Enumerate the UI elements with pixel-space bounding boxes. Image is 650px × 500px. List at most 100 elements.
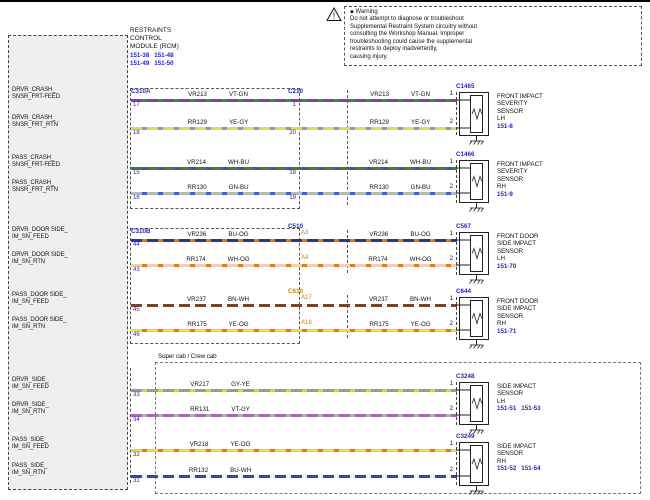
connector-label-c3248[interactable]: C3248	[456, 373, 475, 380]
wire-vr237	[131, 304, 457, 307]
wire-id: VR213	[370, 91, 389, 98]
wire-label-vr213-right: VR213 VT-GN	[350, 91, 450, 98]
sensor-name-line: SENSOR	[497, 390, 524, 398]
connector-label-c610[interactable]: C610	[288, 288, 304, 295]
wire-id: VR218	[189, 441, 209, 448]
wire-id: VR237	[187, 296, 206, 303]
sensor-symbol	[456, 382, 496, 438]
sensor-page-ref[interactable]: 151-70	[497, 262, 517, 270]
sensor-element-box	[470, 445, 483, 483]
wire-color-code: WH-OG	[227, 256, 250, 263]
sensor-element-box	[470, 235, 483, 272]
sensor-page-refs: 151-9	[497, 191, 543, 198]
sensor-name: FRONT DOOR SIDE IMPACT SENSOR LH 151-70	[497, 233, 538, 270]
inline-pin-number: 20	[289, 130, 296, 136]
wire-rr175	[131, 329, 457, 332]
sensor-name: SIDE IMPACT SENSOR RH 151-52 151-54	[497, 443, 541, 473]
connector-label-c3249[interactable]: C3249	[456, 433, 475, 440]
inline-pin-number: 19	[289, 195, 296, 201]
rcm-signal-line: DRVR_SIDE_	[12, 402, 49, 408]
sensor-pin-number: 2	[449, 119, 453, 125]
rcm-signal-label: PASS_SIDE_ IM_SN_FEED	[12, 437, 49, 451]
sensor-element-box	[470, 95, 483, 133]
sensor-pin-number: 1	[449, 159, 453, 165]
connector-label-c310b[interactable]: C310B	[131, 228, 151, 235]
rcm-signal-line: PASS_DOOR SIDE_	[12, 292, 67, 298]
rcm-title-line: RESTRAINTS	[130, 27, 172, 34]
wire-id: VR214	[369, 159, 388, 166]
wire-color-code: BU-WH	[230, 467, 252, 474]
wire-color-code: GN-BU	[228, 184, 249, 191]
sensor-pin-number: 1	[449, 91, 453, 97]
wire-label-rr129-right: RR129 YE-GY	[350, 119, 450, 126]
sensor-box	[459, 382, 489, 425]
connector-label-c510[interactable]: C510	[288, 223, 304, 230]
wire-id: RR175	[187, 321, 207, 328]
rcm-signal-line: SNSR_FRT-FEED	[12, 162, 60, 168]
wire-id: RR130	[187, 184, 207, 191]
sensor-page-ref[interactable]: 151-52	[497, 465, 517, 473]
rcm-page-ref[interactable]: 151-50	[154, 60, 174, 67]
sensor-page-ref[interactable]: 151-71	[497, 327, 517, 335]
sensor-page-ref[interactable]: 151-9	[497, 190, 513, 198]
wire-color-code: GN-BU	[410, 184, 431, 191]
sensor-page-ref[interactable]: 151-51	[497, 405, 517, 413]
wire-color-code: GY-YE	[231, 381, 250, 388]
sensor-page-ref[interactable]: 151-54	[521, 465, 541, 473]
wire-color-code: BU-OG	[410, 231, 431, 238]
connector-label-c1465[interactable]: C1465	[456, 83, 475, 90]
rcm-pin-number: 44	[133, 242, 140, 248]
wire-id: VR217	[190, 381, 210, 388]
connector-label-c210[interactable]: C210	[288, 88, 304, 95]
sensor-pin-number: 2	[449, 321, 453, 327]
wire-vr213	[131, 99, 457, 102]
connector-boundary-c510-c610-region	[130, 228, 300, 344]
warning-line: causing injury.	[350, 53, 388, 60]
sensor-name-line: SIDE IMPACT	[497, 383, 537, 390]
connector-label-c1466[interactable]: C1466	[456, 151, 475, 158]
wire-label-rr175-left: RR175 YE-OG	[140, 321, 296, 328]
page-top-border	[0, 0, 650, 2]
sensor-page-ref[interactable]: 151-8	[497, 122, 513, 130]
sensor-name: FRONT DOOR SIDE IMPACT SENSOR RH 151-71	[497, 298, 538, 335]
wire-label-vr237-left: VR237 BN-WH	[140, 296, 296, 303]
wire-id: RR174	[368, 256, 388, 263]
rcm-page-ref[interactable]: 151-38	[130, 52, 150, 59]
supercab-box	[155, 362, 641, 494]
wire-label-vr218: VR218 YE-OG	[140, 441, 300, 448]
sensor-pin-number: 1	[449, 296, 453, 302]
wire-color-code: WH-BU	[409, 159, 431, 166]
sensor-pin-number: 1	[449, 441, 453, 447]
sensor-name-line: SIDE IMPACT	[497, 240, 537, 248]
connector-label-c567[interactable]: C567	[456, 223, 472, 230]
warning-title: Warning	[355, 9, 378, 15]
warning-triangle-icon: !	[326, 7, 342, 21]
sensor-name-line: SENSOR	[497, 175, 524, 183]
connector-label-c310a[interactable]: C310A	[131, 88, 151, 95]
rcm-page-ref[interactable]: 151-48	[154, 52, 174, 59]
rcm-signal-line: SNSR_FRT-FEED	[12, 94, 60, 100]
rcm-title-line: MODULE (RCM)	[130, 43, 179, 50]
rcm-page-ref[interactable]: 151-49	[130, 60, 150, 67]
wire-color-code: BN-WH	[227, 296, 249, 303]
inline-connector-line-c510	[347, 230, 348, 273]
rcm-connector-line-lower	[130, 368, 131, 483]
wire-rr130	[131, 192, 457, 195]
sensor-side-label: RH	[497, 457, 506, 465]
rcm-title-line: CONTROL	[130, 35, 162, 42]
sensor-page-refs: 151-70	[497, 263, 538, 270]
rcm-signal-label: DRVR_DOOR SIDE_ IM_SN_FEED	[12, 227, 68, 241]
wire-color-code: WH-BU	[227, 159, 249, 166]
rcm-signal-line: DRVR_CRASH_	[12, 87, 56, 93]
warning-line: troubleshooting could cause the suppleme…	[350, 38, 473, 45]
sensor-side-label: LH	[497, 115, 505, 123]
sensor-box	[459, 92, 489, 136]
sensor-page-ref[interactable]: 151-53	[521, 405, 541, 413]
sensor-element-box	[470, 300, 483, 337]
sensor-name: FRONT IMPACT SEVERITY SENSOR RH 151-9	[497, 161, 543, 198]
rcm-signal-line: IM_SN_FEED	[12, 444, 49, 450]
rcm-signal-line: PASS_SIDE_	[12, 463, 48, 469]
connector-label-c644[interactable]: C644	[456, 288, 472, 295]
ground-icon	[469, 140, 484, 145]
